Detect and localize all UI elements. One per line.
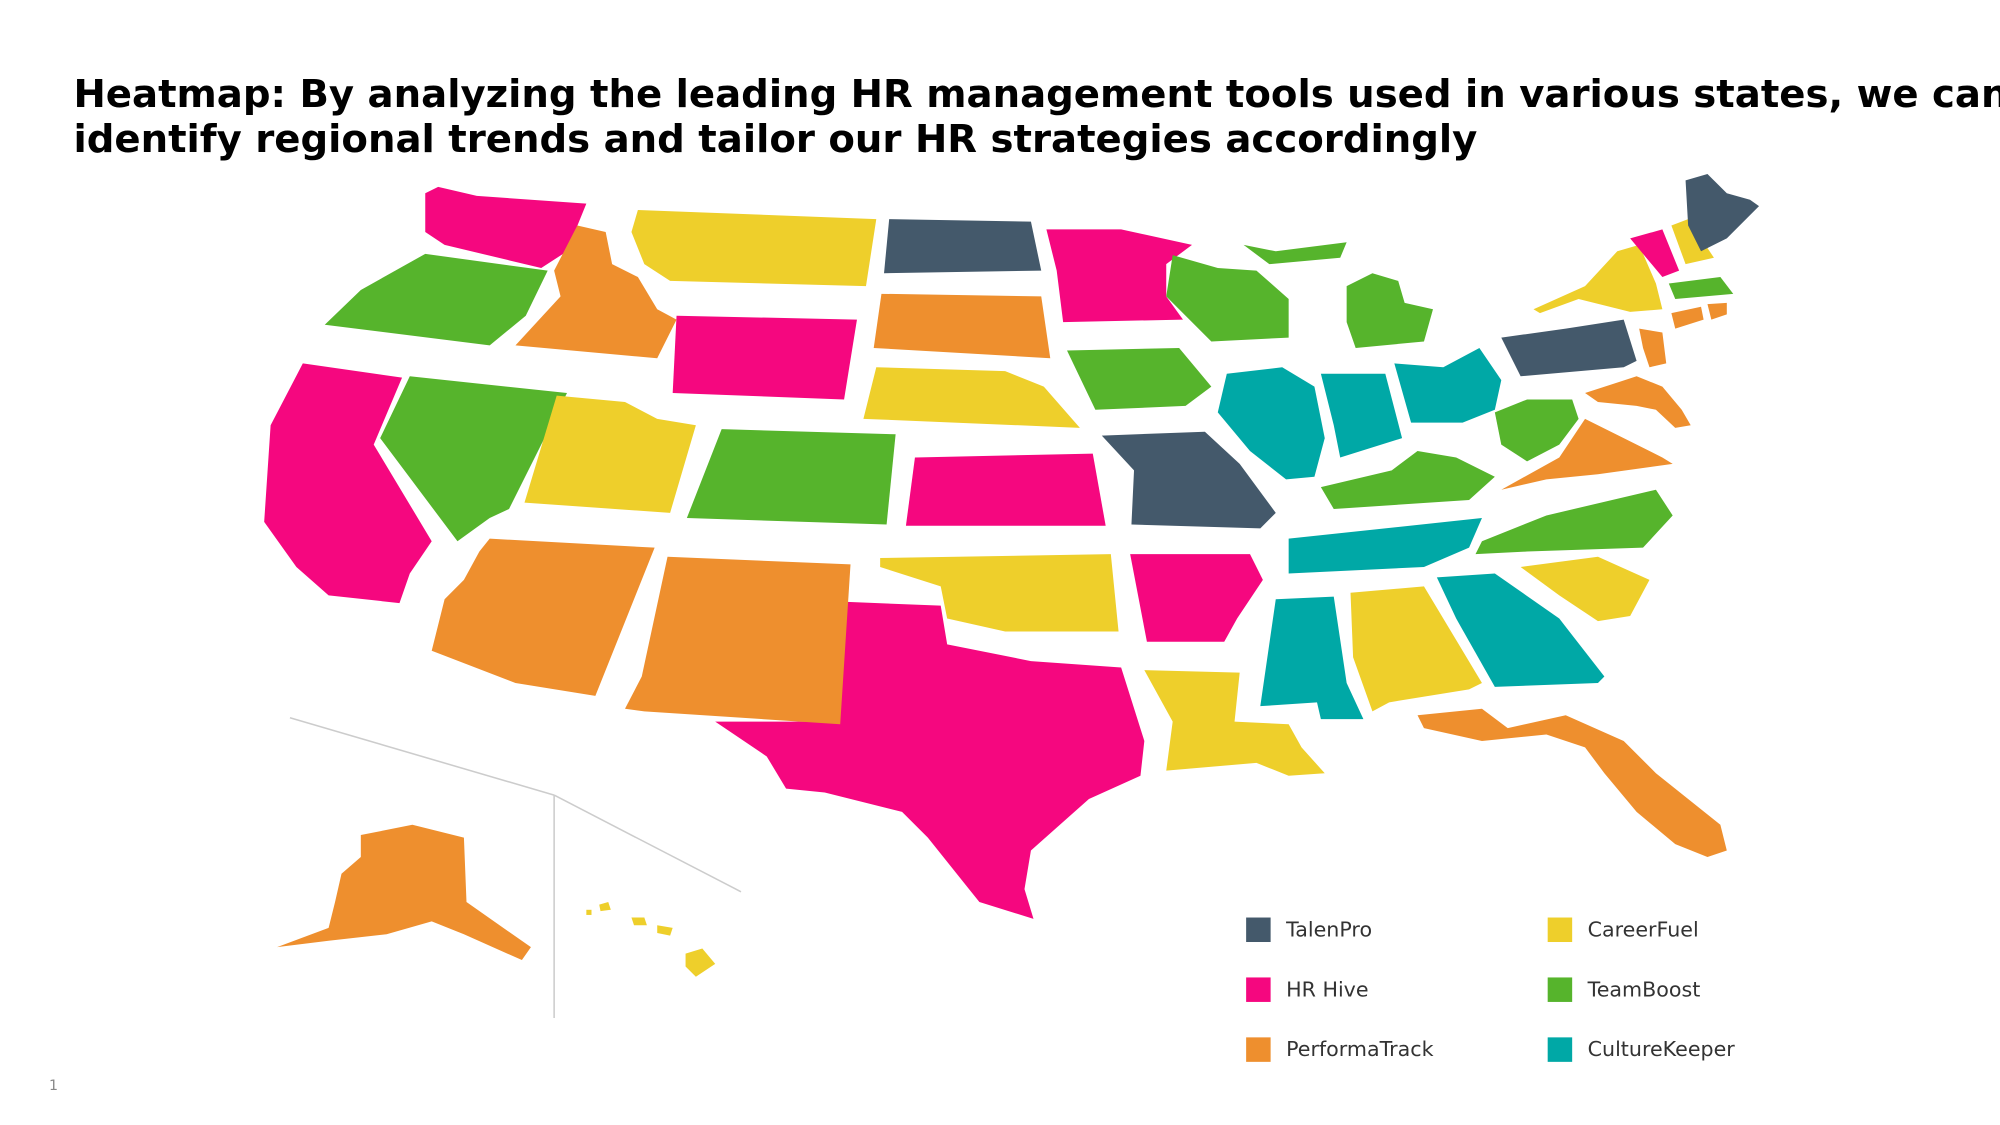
state xyxy=(1288,518,1482,574)
legend-swatch xyxy=(1547,977,1573,1002)
state xyxy=(1494,399,1579,462)
state xyxy=(1260,596,1364,720)
state xyxy=(1501,418,1673,490)
state xyxy=(324,253,548,346)
legend-label: PerformaTrack xyxy=(1286,1037,1434,1061)
legend-label: TeamBoost xyxy=(1587,977,1701,1001)
state xyxy=(1046,229,1193,323)
state xyxy=(1350,586,1482,712)
state xyxy=(863,367,1080,428)
state xyxy=(1217,367,1325,480)
legend-label: TalenPro xyxy=(1285,917,1372,941)
us-map xyxy=(264,173,1760,977)
state xyxy=(1671,219,1714,265)
state xyxy=(524,395,696,513)
state xyxy=(1417,708,1727,857)
state xyxy=(873,293,1051,359)
state xyxy=(1501,319,1637,377)
state xyxy=(631,210,877,287)
state xyxy=(515,225,677,359)
state xyxy=(1585,376,1691,428)
state xyxy=(1630,229,1680,278)
state xyxy=(1243,242,1347,265)
title-line: identify regional trends and tailor our … xyxy=(73,117,1477,162)
legend-swatch xyxy=(1246,977,1271,1002)
state xyxy=(1436,573,1605,687)
legend-swatch xyxy=(1246,917,1271,943)
state xyxy=(715,601,1145,919)
state xyxy=(1067,347,1212,410)
state xyxy=(380,376,568,542)
state xyxy=(685,948,716,977)
state xyxy=(1685,173,1760,252)
state xyxy=(1130,554,1263,642)
legend-label: CultureKeeper xyxy=(1588,1037,1736,1061)
state xyxy=(277,824,531,961)
legend: TalenPro HR Hive PerformaTrack CareerFuel Te… xyxy=(1246,917,1736,1062)
state xyxy=(1668,277,1734,299)
state xyxy=(599,902,611,912)
state xyxy=(1639,328,1667,368)
state xyxy=(1320,451,1495,510)
legend-swatch xyxy=(1547,917,1573,943)
state xyxy=(1166,255,1289,342)
state xyxy=(1144,670,1325,776)
state xyxy=(672,315,857,400)
state xyxy=(884,219,1042,274)
legend-label: HR Hive xyxy=(1286,977,1368,1001)
state xyxy=(586,909,592,915)
inset-divider xyxy=(289,717,555,796)
legend-label: CareerFuel xyxy=(1588,917,1699,941)
state xyxy=(425,186,587,269)
legend-swatch xyxy=(1547,1037,1573,1062)
state xyxy=(1707,302,1727,320)
state xyxy=(1475,489,1673,555)
state xyxy=(1346,273,1433,348)
state xyxy=(1101,431,1276,529)
state xyxy=(880,554,1119,632)
state xyxy=(1533,244,1663,314)
state xyxy=(686,429,896,525)
state xyxy=(905,453,1106,526)
state xyxy=(1394,347,1502,423)
state xyxy=(264,363,432,604)
state xyxy=(625,556,851,725)
state xyxy=(1520,556,1650,622)
page-number: 1 xyxy=(49,1078,58,1094)
title-line: Heatmap: By analyzing the leading HR man… xyxy=(73,72,2000,117)
state xyxy=(1320,373,1403,458)
state xyxy=(1671,306,1704,329)
legend-swatch xyxy=(1246,1037,1271,1062)
state xyxy=(431,538,655,696)
inset-divider xyxy=(553,794,742,893)
state xyxy=(631,917,647,926)
state xyxy=(657,925,673,936)
